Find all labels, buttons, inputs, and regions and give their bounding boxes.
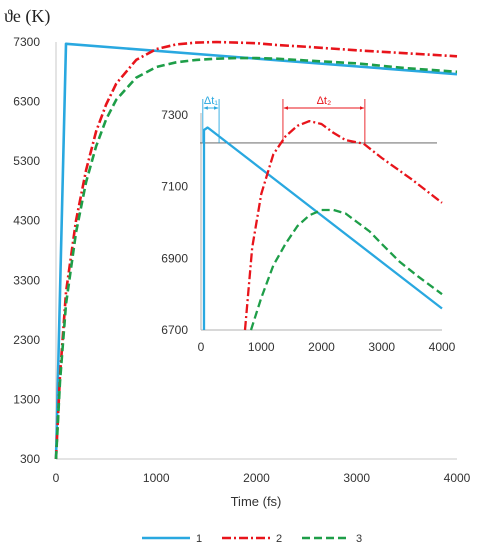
inset-series-3-line — [249, 208, 443, 331]
main-y-tick-label: 1300 — [13, 392, 40, 406]
inset-y-tick-label: 6700 — [161, 323, 188, 337]
inset-plot: 6700 6900 7100 7300 0 1000 2000 3000 4000 Δt₁ Δt… — [161, 95, 455, 354]
inset-y-tick-label: 7300 — [161, 108, 188, 122]
inset-series-2-line — [243, 119, 443, 331]
main-series-2-line — [54, 40, 458, 460]
main-y-tick-label: 4300 — [13, 214, 40, 228]
inset-x-tick-label: 4000 — [429, 340, 456, 354]
main-series-3-line — [54, 56, 458, 460]
x-axis-label: Time (fs) — [231, 494, 282, 509]
main-y-tick-label: 3300 — [13, 273, 40, 287]
main-y-tick-label: 6300 — [13, 95, 40, 109]
inset-series-1-line — [202, 126, 443, 330]
main-y-tick-label: 300 — [20, 452, 40, 466]
main-x-tick-label: 1000 — [143, 471, 170, 485]
main-series-1-line — [54, 42, 458, 460]
inset-x-tick-label: 0 — [198, 340, 205, 354]
legend-label-2: 2 — [276, 533, 282, 545]
annotation-label: Δt₂ — [317, 95, 332, 107]
inset-x-tick-label: 2000 — [308, 340, 335, 354]
main-x-tick-label: 2000 — [243, 471, 270, 485]
main-x-tick-label: 3000 — [343, 471, 370, 485]
annotation-label: Δt₁ — [204, 95, 218, 107]
inset-y-tick-label: 6900 — [161, 251, 188, 265]
main-x-tick-label: 4000 — [444, 471, 471, 485]
inset-x-tick-label: 1000 — [248, 340, 275, 354]
main-y-tick-label: 2300 — [13, 333, 40, 347]
inset-y-tick-label: 7100 — [161, 180, 188, 194]
main-plot: 300 1300 2300 3300 4300 5300 6300 7300 0 1000 200… — [4, 6, 471, 509]
inset-x-tick-label: 3000 — [368, 340, 395, 354]
y-axis-label: ϑe (K) — [4, 6, 50, 27]
main-y-tick-label: 7300 — [13, 35, 40, 49]
main-x-tick-label: 0 — [53, 471, 60, 485]
legend-label-3: 3 — [356, 533, 362, 545]
legend-label-1: 1 — [196, 533, 202, 545]
main-y-tick-label: 5300 — [13, 154, 40, 168]
legend: 1 2 3 — [142, 533, 362, 545]
